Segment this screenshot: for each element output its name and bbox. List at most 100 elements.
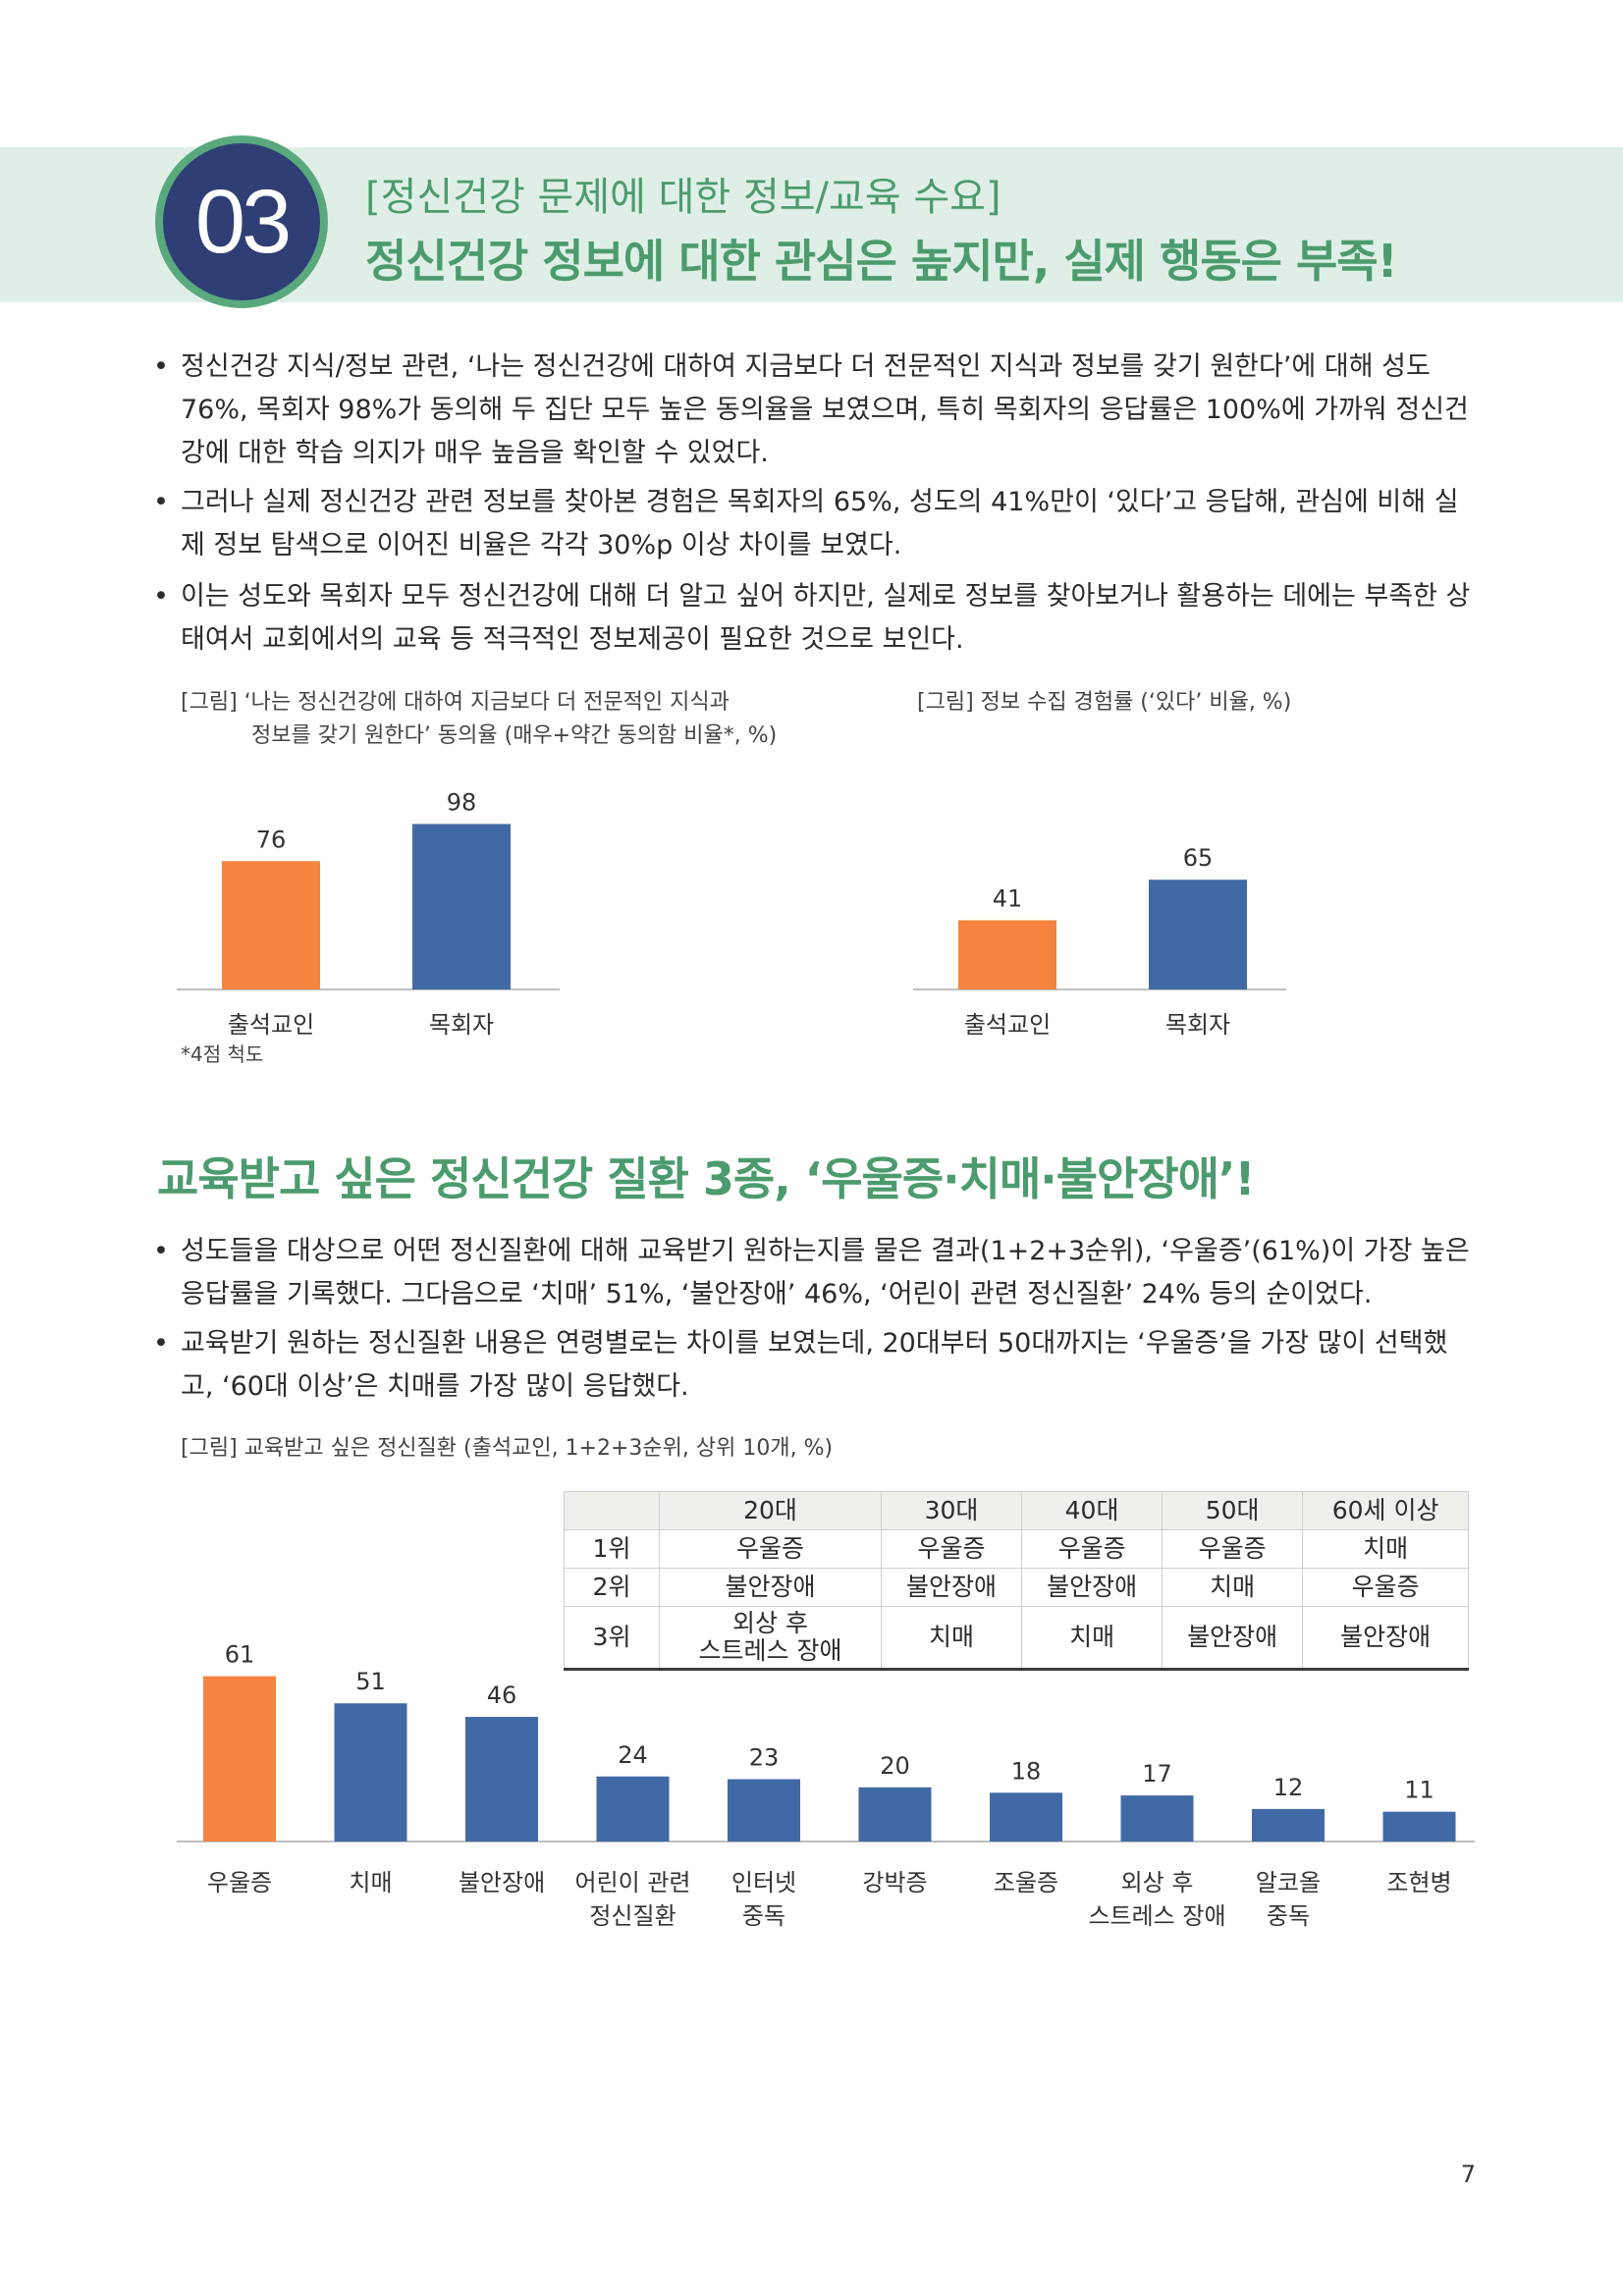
category-label: 치매 — [349, 1869, 392, 1896]
table-header-cell: 20대 — [659, 1491, 882, 1530]
figure-caption: [그림] ‘나는 정신건강에 대하여 지금보다 더 전문적인 지식과 — [181, 690, 730, 715]
data-label: 18 — [1011, 1757, 1042, 1785]
bar — [1382, 1811, 1456, 1842]
table-cell: 치매 — [880, 1606, 1023, 1671]
bullet-dot-icon: • — [153, 351, 169, 382]
category-label: 중독 — [742, 1902, 785, 1930]
bar — [334, 1703, 407, 1842]
table-cell: 우울증 — [659, 1529, 882, 1569]
table-row: 3위 외상 후 스트레스 장애 치매 치매 불안장애 불안장애 — [564, 1606, 1469, 1671]
bullet-dot-icon: • — [153, 1236, 169, 1266]
table-cell: 치매 — [1302, 1529, 1469, 1569]
bullet-text: 정신건강 지식/정보 관련, ‘나는 정신건강에 대하여 지금보다 더 전문적인… — [181, 351, 1469, 468]
bullet-text: 성도들을 대상으로 어떤 정신질환에 대해 교육받기 원하는지를 물은 결과(1… — [181, 1236, 1470, 1309]
category-label: 스트레스 장애 — [1088, 1902, 1225, 1930]
data-label: 46 — [487, 1682, 517, 1709]
table-header-cell: 50대 — [1162, 1491, 1304, 1530]
section-number-badge: 03 — [155, 135, 328, 308]
table-row: 1위 우울증 우울증 우울증 우울증 치매 — [564, 1529, 1469, 1569]
bullet-dot-icon: • — [153, 581, 169, 612]
bar — [222, 861, 320, 989]
table-header-cell: 40대 — [1021, 1491, 1163, 1530]
figure-caption: [그림] 교육받고 싶은 정신질환 (출석교인, 1+2+3순위, 상위 10개… — [181, 1436, 834, 1461]
data-label: 65 — [1183, 844, 1214, 872]
category-label: 조현병 — [1386, 1869, 1451, 1896]
table-cell: 치매 — [1162, 1568, 1304, 1607]
table-row: 2위 불안장애 불안장애 불안장애 치매 우울증 — [564, 1568, 1469, 1607]
bar — [958, 920, 1056, 989]
info-search-bar-chart: 41 출석교인 65 목회자 — [913, 844, 1286, 1039]
table-cell: 불안장애 — [659, 1568, 882, 1607]
bar — [990, 1792, 1062, 1842]
bar — [412, 824, 511, 989]
category-label: 알코올 — [1256, 1869, 1321, 1896]
data-label: 61 — [225, 1641, 255, 1669]
figure-caption: [그림] 정보 수집 경험률 (‘있다’ 비율, %) — [917, 690, 1292, 715]
category-label: 인터넷 — [731, 1869, 796, 1896]
data-label: 17 — [1142, 1760, 1172, 1788]
bullet-paragraph: • 정신건강 지식/정보 관련, ‘나는 정신건강에 대하여 지금보다 더 전문… — [153, 346, 1473, 475]
data-label: 11 — [1404, 1777, 1434, 1804]
bar — [728, 1779, 800, 1842]
category-label: 출석교인 — [964, 1011, 1051, 1039]
data-label: 51 — [355, 1668, 386, 1695]
bar — [1120, 1795, 1194, 1842]
bar — [596, 1776, 670, 1842]
table-header-cell — [564, 1491, 660, 1530]
section-title: 정신건강 정보에 대한 관심은 높지만, 실제 행동은 부족! — [365, 235, 1398, 288]
page-number: 7 — [1460, 2161, 1476, 2188]
category-label: 조울증 — [994, 1869, 1058, 1896]
category-label: 정신질환 — [589, 1902, 676, 1930]
data-label: 24 — [618, 1741, 648, 1769]
section-headline: 교육받고 싶은 정신건강 질환 3종, ‘우울증·치매·불안장애’! — [157, 1152, 1255, 1205]
bar — [1149, 880, 1247, 989]
section-number: 03 — [163, 143, 320, 300]
bullet-paragraph: • 그러나 실제 정신건강 관련 정보를 찾아본 경험은 목회자의 65%, 성… — [153, 481, 1473, 567]
data-label: 23 — [749, 1744, 780, 1772]
table-cell: 우울증 — [1021, 1529, 1163, 1569]
table-cell: 불안장애 — [1162, 1606, 1304, 1671]
category-label: 목회자 — [1165, 1011, 1230, 1039]
category-label: 외상 후 — [1121, 1869, 1194, 1896]
category-label: 불안장애 — [459, 1869, 545, 1896]
data-label: 76 — [256, 826, 287, 853]
age-ranking-table: 20대 30대 40대 50대 60세 이상 1위 우울증 우울증 우울증 우울… — [564, 1491, 1469, 1671]
bar — [465, 1717, 538, 1842]
footnote: *4점 척도 — [181, 1042, 264, 1066]
category-label: 어린이 관련 — [574, 1869, 690, 1896]
bullet-dot-icon: • — [153, 1328, 169, 1359]
category-label: 강박증 — [862, 1869, 927, 1896]
data-label: 12 — [1273, 1774, 1304, 1801]
category-label: 우울증 — [207, 1869, 272, 1896]
bullet-text: 그러나 실제 정신건강 관련 정보를 찾아본 경험은 목회자의 65%, 성도의… — [181, 487, 1459, 561]
table-header-cell: 30대 — [880, 1491, 1023, 1530]
data-label: 41 — [993, 884, 1023, 912]
table-cell: 불안장애 — [1021, 1568, 1163, 1607]
figure-caption: 정보를 갖기 원한다’ 동의율 (매우+약간 동의함 비율*, %) — [251, 723, 778, 748]
table-cell: 치매 — [1021, 1606, 1163, 1671]
bullet-paragraph: • 이는 성도와 목회자 모두 정신건강에 대해 더 알고 싶어 하지만, 실제… — [153, 575, 1473, 662]
table-cell: 우울증 — [1162, 1529, 1304, 1569]
table-cell: 우울증 — [1302, 1568, 1469, 1607]
category-label: 중독 — [1267, 1902, 1310, 1930]
bar — [1252, 1808, 1325, 1842]
table-cell: 우울증 — [880, 1529, 1023, 1569]
bullet-paragraph: • 성도들을 대상으로 어떤 정신질환에 대해 교육받기 원하는지를 물은 결과… — [153, 1230, 1473, 1316]
category-label: 목회자 — [429, 1011, 494, 1039]
section-subtitle: [정신건강 문제에 대한 정보/교육 수요] — [365, 175, 1001, 220]
bullet-text: 교육받기 원하는 정신질환 내용은 연령별로는 차이를 보였는데, 20대부터 … — [181, 1328, 1448, 1402]
data-label: 20 — [880, 1752, 910, 1780]
agreement-bar-chart: 76 출석교인 98 목회자 — [177, 788, 560, 1039]
category-label: 출석교인 — [228, 1011, 314, 1039]
bar — [203, 1676, 276, 1842]
table-header-row: 20대 30대 40대 50대 60세 이상 — [564, 1491, 1469, 1530]
data-label: 98 — [447, 788, 477, 816]
table-header-cell: 60세 이상 — [1302, 1491, 1469, 1530]
bar — [858, 1787, 932, 1842]
table-cell: 외상 후 스트레스 장애 — [659, 1606, 882, 1671]
bullet-paragraph: • 교육받기 원하는 정신질환 내용은 연령별로는 차이를 보였는데, 20대부… — [153, 1322, 1473, 1409]
bullet-dot-icon: • — [153, 487, 169, 517]
bullet-text: 이는 성도와 목회자 모두 정신건강에 대해 더 알고 싶어 하지만, 실제로 … — [181, 581, 1471, 655]
table-cell: 불안장애 — [1302, 1606, 1469, 1671]
